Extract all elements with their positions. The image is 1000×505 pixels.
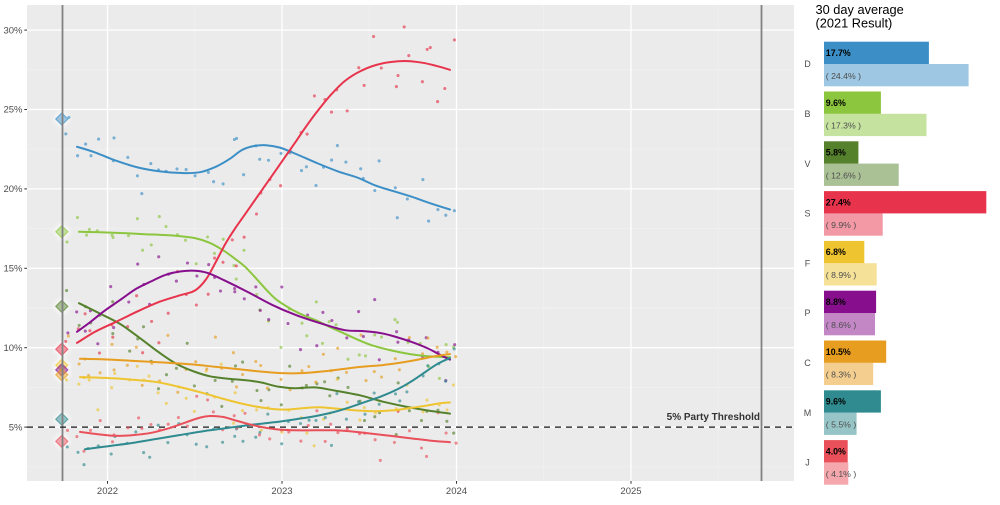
svg-text:5.8%: 5.8% bbox=[826, 148, 846, 158]
svg-text:4.0%: 4.0% bbox=[826, 446, 846, 456]
svg-text:17.7%: 17.7% bbox=[826, 48, 851, 58]
svg-text:( 17.3% ): ( 17.3% ) bbox=[826, 121, 861, 131]
svg-text:30%: 30% bbox=[3, 25, 23, 36]
svg-text:5%: 5% bbox=[9, 422, 23, 433]
svg-text:25%: 25% bbox=[3, 105, 23, 116]
svg-text:2025: 2025 bbox=[620, 486, 641, 497]
svg-text:J: J bbox=[805, 458, 810, 468]
svg-text:9.6%: 9.6% bbox=[826, 397, 846, 407]
svg-text:V: V bbox=[804, 159, 810, 169]
svg-text:( 8.6% ): ( 8.6% ) bbox=[826, 320, 857, 330]
svg-text:P: P bbox=[804, 308, 810, 318]
svg-text:( 4.1% ): ( 4.1% ) bbox=[826, 469, 857, 479]
svg-text:10.5%: 10.5% bbox=[826, 347, 851, 357]
svg-text:5% Party Threshold: 5% Party Threshold bbox=[667, 412, 760, 423]
svg-text:( 5.5% ): ( 5.5% ) bbox=[826, 419, 857, 429]
svg-text:6.8%: 6.8% bbox=[826, 247, 846, 257]
svg-text:9.6%: 9.6% bbox=[826, 98, 846, 108]
svg-text:F: F bbox=[805, 258, 811, 268]
svg-text:D: D bbox=[804, 59, 811, 69]
svg-text:( 12.6% ): ( 12.6% ) bbox=[826, 170, 861, 180]
svg-text:( 8.3% ): ( 8.3% ) bbox=[826, 370, 857, 380]
svg-text:( 9.9% ): ( 9.9% ) bbox=[826, 220, 857, 230]
svg-text:15%: 15% bbox=[3, 264, 23, 275]
svg-text:10%: 10% bbox=[3, 343, 23, 354]
svg-text:2024: 2024 bbox=[446, 486, 467, 497]
svg-text:8.8%: 8.8% bbox=[826, 297, 846, 307]
svg-text:S: S bbox=[804, 209, 810, 219]
svg-text:( 24.4% ): ( 24.4% ) bbox=[826, 71, 861, 81]
svg-text:(2021 Result): (2021 Result) bbox=[816, 16, 893, 31]
svg-text:27.4%: 27.4% bbox=[826, 197, 851, 207]
svg-text:2022: 2022 bbox=[97, 486, 118, 497]
svg-text:B: B bbox=[804, 109, 810, 119]
svg-text:30 day average: 30 day average bbox=[816, 2, 904, 17]
svg-text:2023: 2023 bbox=[271, 486, 292, 497]
svg-text:C: C bbox=[804, 358, 811, 368]
svg-text:M: M bbox=[804, 408, 812, 418]
svg-text:20%: 20% bbox=[3, 184, 23, 195]
svg-text:( 8.9% ): ( 8.9% ) bbox=[826, 270, 857, 280]
